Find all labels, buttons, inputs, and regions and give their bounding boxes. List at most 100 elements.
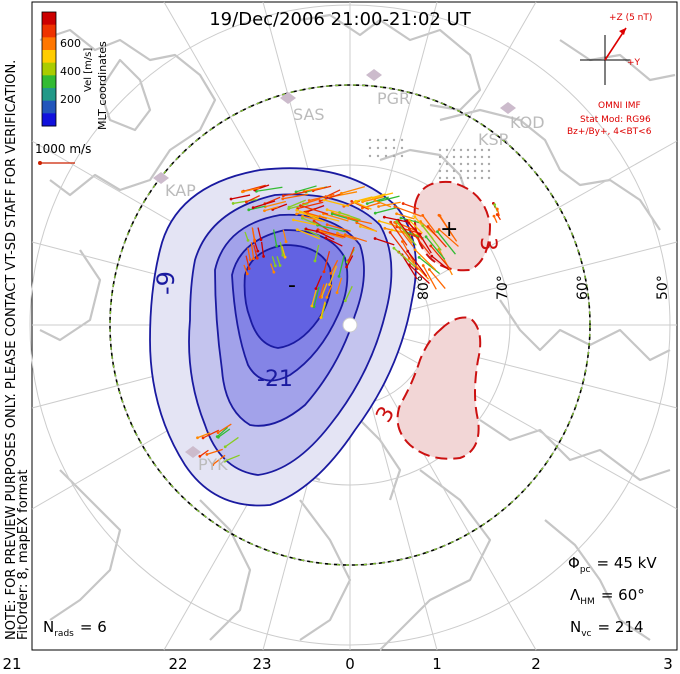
velocity-vector — [326, 284, 333, 298]
radar-count: Nrads = 6 — [43, 618, 107, 639]
velocity-vector-origin — [292, 218, 295, 222]
velocity-vector — [282, 229, 287, 242]
color-bar-segment — [42, 75, 56, 89]
stat-model: Stat Mod: RG96 — [580, 115, 651, 125]
velocity-vector — [216, 426, 229, 438]
velocity-vector-origin — [343, 233, 347, 237]
velocity-vector-origin — [245, 272, 249, 276]
radar-site-markers — [153, 69, 516, 458]
velocity-vector-origin — [408, 227, 411, 231]
velocity-vector-origin — [247, 208, 251, 212]
velocity-vector — [256, 186, 283, 192]
velocity-vector — [265, 200, 287, 208]
velocity-vector — [302, 217, 319, 226]
grid-dot — [480, 162, 484, 166]
velocity-vector-origin — [287, 207, 291, 211]
velocity-vector-origin — [436, 230, 439, 234]
velocity-vector — [293, 219, 316, 226]
velocity-vector — [348, 217, 372, 225]
velocity-vector — [206, 448, 223, 455]
grid-dot — [459, 148, 463, 152]
velocity-vector — [212, 454, 226, 466]
grid-dot — [376, 154, 380, 158]
grid-dot — [438, 176, 442, 180]
velocity-vector — [279, 241, 284, 256]
velocity-vector-origin — [319, 316, 323, 320]
velocity-vector — [276, 256, 281, 266]
velocity-vector-origin — [246, 238, 250, 242]
velocity-vector — [230, 194, 251, 200]
scale-tick-200: 200 — [60, 93, 81, 106]
velocity-vector-origin — [314, 287, 318, 290]
velocity-vector — [317, 228, 346, 238]
negative-potential-cell — [149, 167, 417, 507]
velocity-vector — [436, 231, 456, 255]
mlt-tick-23: 23 — [252, 655, 271, 673]
grid-dot — [452, 155, 456, 159]
mlt-tick-3: 3 — [663, 655, 673, 673]
hm-boundary-latitude: ΛHM = 60° — [570, 586, 645, 607]
mlt-coordinates-label: MLT coordinates — [96, 41, 109, 130]
grid-dot — [452, 169, 456, 173]
contour-label-min: - — [288, 273, 296, 298]
color-bar-segment — [42, 24, 56, 38]
velocity-vector — [323, 199, 350, 207]
velocity-vector-origin — [216, 435, 220, 439]
velocity-vector-origin — [295, 212, 299, 216]
velocity-vector-origin — [430, 254, 434, 258]
velocity-vector-origin — [278, 264, 282, 267]
velocity-vector — [252, 200, 276, 209]
velocity-vector-origin — [383, 226, 387, 230]
contour-label-neg-21: -21 — [257, 367, 293, 392]
velocity-vector — [338, 254, 345, 277]
velocity-vector-origin — [281, 194, 285, 198]
velocity-vector — [323, 213, 349, 222]
preview-note: NOTE: FOR PREVIEW PURPOSES ONLY. PLEASE … — [4, 60, 19, 640]
velocity-vector — [394, 206, 422, 217]
velocity-vector — [320, 301, 326, 318]
velocity-vector — [217, 423, 232, 434]
grid-dot — [452, 148, 456, 152]
mlt-tick-21: 21 — [2, 655, 21, 673]
grid-dot — [466, 176, 470, 180]
grid-dot — [392, 146, 396, 150]
grid-dot — [487, 155, 491, 159]
velocity-vector-origin — [281, 253, 285, 257]
velocity-vector-origin — [493, 203, 497, 207]
grid-dot — [459, 162, 463, 166]
velocity-vector — [408, 264, 430, 284]
velocity-vector — [320, 283, 328, 298]
velocity-vector-origin — [373, 237, 377, 240]
grid-dot — [459, 155, 463, 159]
velocity-vector-origin — [201, 436, 205, 440]
grid-dot — [438, 162, 442, 166]
pole-marker — [342, 317, 358, 333]
latitude-label-50: 50° — [655, 275, 671, 300]
latitude-label-60: 60° — [575, 275, 591, 300]
reference-vector: 1000 m/s — [35, 142, 91, 165]
velocity-vector-origin — [405, 219, 409, 223]
grid-dot — [376, 146, 380, 150]
velocity-vector — [253, 240, 259, 252]
mlt-tick-2: 2 — [531, 655, 541, 673]
velocity-vector — [314, 244, 320, 262]
grid-dot — [466, 148, 470, 152]
grid-dot — [466, 155, 470, 159]
velocity-vector-origin — [393, 205, 397, 209]
velocity-vector — [339, 211, 361, 221]
velocity-vector — [438, 214, 458, 242]
grid-dot — [400, 154, 404, 158]
velocity-color-scale: 600 400 200 Vel [m/s] MLT coordinates — [41, 11, 109, 130]
velocity-vector — [418, 233, 432, 254]
velocity-vector-origin — [322, 198, 326, 202]
velocity-vector — [202, 429, 220, 439]
velocity-vector — [264, 206, 279, 212]
vector-count: Nvc = 214 — [570, 618, 643, 639]
velocity-vector — [245, 255, 250, 269]
velocity-vector-origin — [329, 272, 333, 275]
velocity-vector-origin — [255, 256, 259, 260]
velocity-vector — [257, 227, 262, 240]
velocity-vector — [281, 245, 286, 258]
grid-dot — [480, 169, 484, 173]
